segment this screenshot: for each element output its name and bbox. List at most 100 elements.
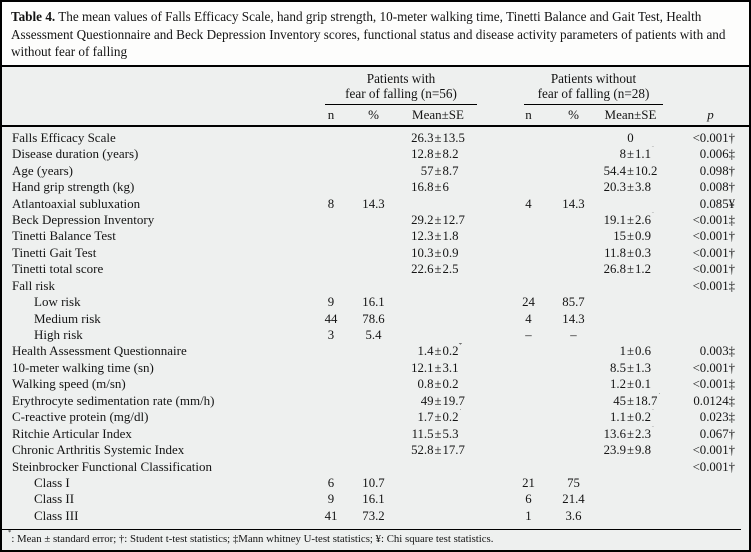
g1-mean-value: 1.4 ±0.2* [417,343,463,359]
column-gap [479,311,507,327]
table-row: Class III 41 73.2 1 3.6 [2,508,749,524]
p-value: 0.085¥ [699,196,735,211]
row-label: Class I [34,474,70,490]
g2-n-value [507,212,550,228]
g2-mean-value: 1.2 ±0.1 [610,377,651,392]
table-row: Tinetti Balance Test 12.3 ±1.8 15 ±0.9 <0.001… [2,228,749,244]
row-label: Health Assessment Questionnaire [12,343,187,359]
row-label: Steinbrocker Functional Classification [12,458,213,474]
g1-mean-value [397,294,479,310]
footnote: *: Mean ± standard error; †: Student t-t… [2,529,741,550]
g2-mean-value [597,311,664,327]
g2-n-value [507,278,550,294]
p-value: <0.001‡ [692,377,735,392]
g2-pct-value: 3.6 [565,508,582,523]
column-gap [479,245,507,261]
table-row: Beck Depression Inventory 29.2 ±12.7 19.1 ±2… [2,212,749,228]
g2-mean-value: 23.9 ±9.8 [603,443,651,458]
g1-mean-value: 29.2 ±12.7 [411,212,465,227]
g1-n-value [312,228,350,244]
g2-mean-value: 1 ±0.6 [619,344,651,359]
g1-n-value [312,426,350,442]
row-label: Class II [34,491,75,507]
table-row: Hand grip strength (kg) 16.8 ±6 20.3 ±3.8 0.0… [2,179,749,195]
row-label: Erythrocyte sedimentation rate (mm/h) [12,392,215,408]
row-label: Low risk [34,294,81,310]
p-value [664,491,741,507]
g1-mean-value: 57 ±8.7 [420,163,459,178]
column-gap [479,360,507,376]
g1-mean-value [397,475,479,491]
table-caption-text: The mean values of Falls Efficacy Scale,… [11,9,726,60]
g1-mean-value [397,196,479,212]
g1-pct-value: 16.1 [362,295,385,310]
g2-mean-header: Mean±SE [604,106,657,122]
g1-pct-value [350,228,397,244]
g1-pct-value [350,409,397,425]
table-number: Table 4. [11,9,56,24]
p-value: <0.001‡ [692,278,735,293]
g1-pct-value: 5.4 [365,328,382,343]
g2-mean-value [597,508,664,524]
g1-mean-value: 26.3 ±13.5 [411,130,465,145]
p-value: 0.098† [699,163,735,178]
column-gap [479,508,507,524]
table-body: Falls Efficacy Scale 26.3 ±13.5 0 <0.001† Dis… [2,127,749,529]
g1-mean-value: 49 ±19.7 [420,393,465,408]
g2-pct-value [550,130,597,146]
row-label: Beck Depression Inventory [12,211,155,227]
column-gap [479,179,507,195]
column-gap [479,409,507,425]
g1-mean-value: 52.8 ±17.7 [411,443,465,458]
g1-n-value [312,360,350,376]
row-label: Ritchie Articular Index [12,425,132,441]
column-gap [479,105,507,124]
row-label: Medium risk [34,310,101,326]
table-row: Erythrocyte sedimentation rate (mm/h) 49 ±… [2,393,749,409]
g1-n-value: 9 [327,492,335,507]
p-value [664,294,741,310]
g2-n-value [507,426,550,442]
g2-mean-value: 8.5 ±1.3 [610,360,651,375]
g2-pct-value [550,426,597,442]
g2-n-value [507,376,550,392]
g1-n-value [312,278,350,294]
g1-mean-value: 16.8 ±6 [411,180,449,195]
g2-pct-header: % [568,106,579,122]
g1-pct-header: % [368,106,379,122]
g1-mean-value [397,459,479,475]
g2-mean-value: 20.3 ±3.8 [603,180,651,195]
g1-pct-value [350,278,397,294]
g1-pct-value [350,360,397,376]
group1-title: Patients with fear of falling (n=56) [325,71,477,105]
g1-n-header: n [327,106,335,122]
g2-n-value [507,130,550,146]
g2-pct-value [550,459,597,475]
table-row: Tinetti total score 22.6 ±2.5 26.8 ±1.2 <0.00… [2,261,749,277]
group2-title-line1: Patients without [550,70,637,86]
p-value: <0.001† [692,245,735,260]
group-title-row: Patients with fear of falling (n=56) Pat… [2,71,749,105]
column-gap [479,294,507,310]
g2-pct-value: 14.3 [562,311,585,326]
table-row: 10-meter walking time (sn) 12.1 ±3.1 8.5 ±1.… [2,360,749,376]
g2-n-value: 4 [525,311,532,326]
g1-pct-value [350,376,397,392]
p-value: 0.023‡ [699,410,735,425]
p-value: <0.001† [692,360,735,375]
g1-mean-value: 12.3 ±1.8 [411,229,459,244]
g2-mean-value [597,278,664,294]
g2-mean-value [597,459,664,475]
column-gap [479,459,507,475]
p-value: 0.0124‡ [693,393,735,408]
g2-n-value [507,409,550,425]
p-value [664,508,741,524]
g1-mean-value: 12.8 ±8.2 [411,147,459,162]
g1-n-value: 9 [327,295,335,310]
g2-mean-value: 15 ±0.9 [613,229,651,244]
g2-pct-value [550,343,597,359]
row-label: Walking speed (m/sn) [12,376,126,392]
g2-n-value: 24 [522,295,535,310]
g1-pct-value: 10.7 [362,475,385,490]
column-gap [479,442,507,458]
